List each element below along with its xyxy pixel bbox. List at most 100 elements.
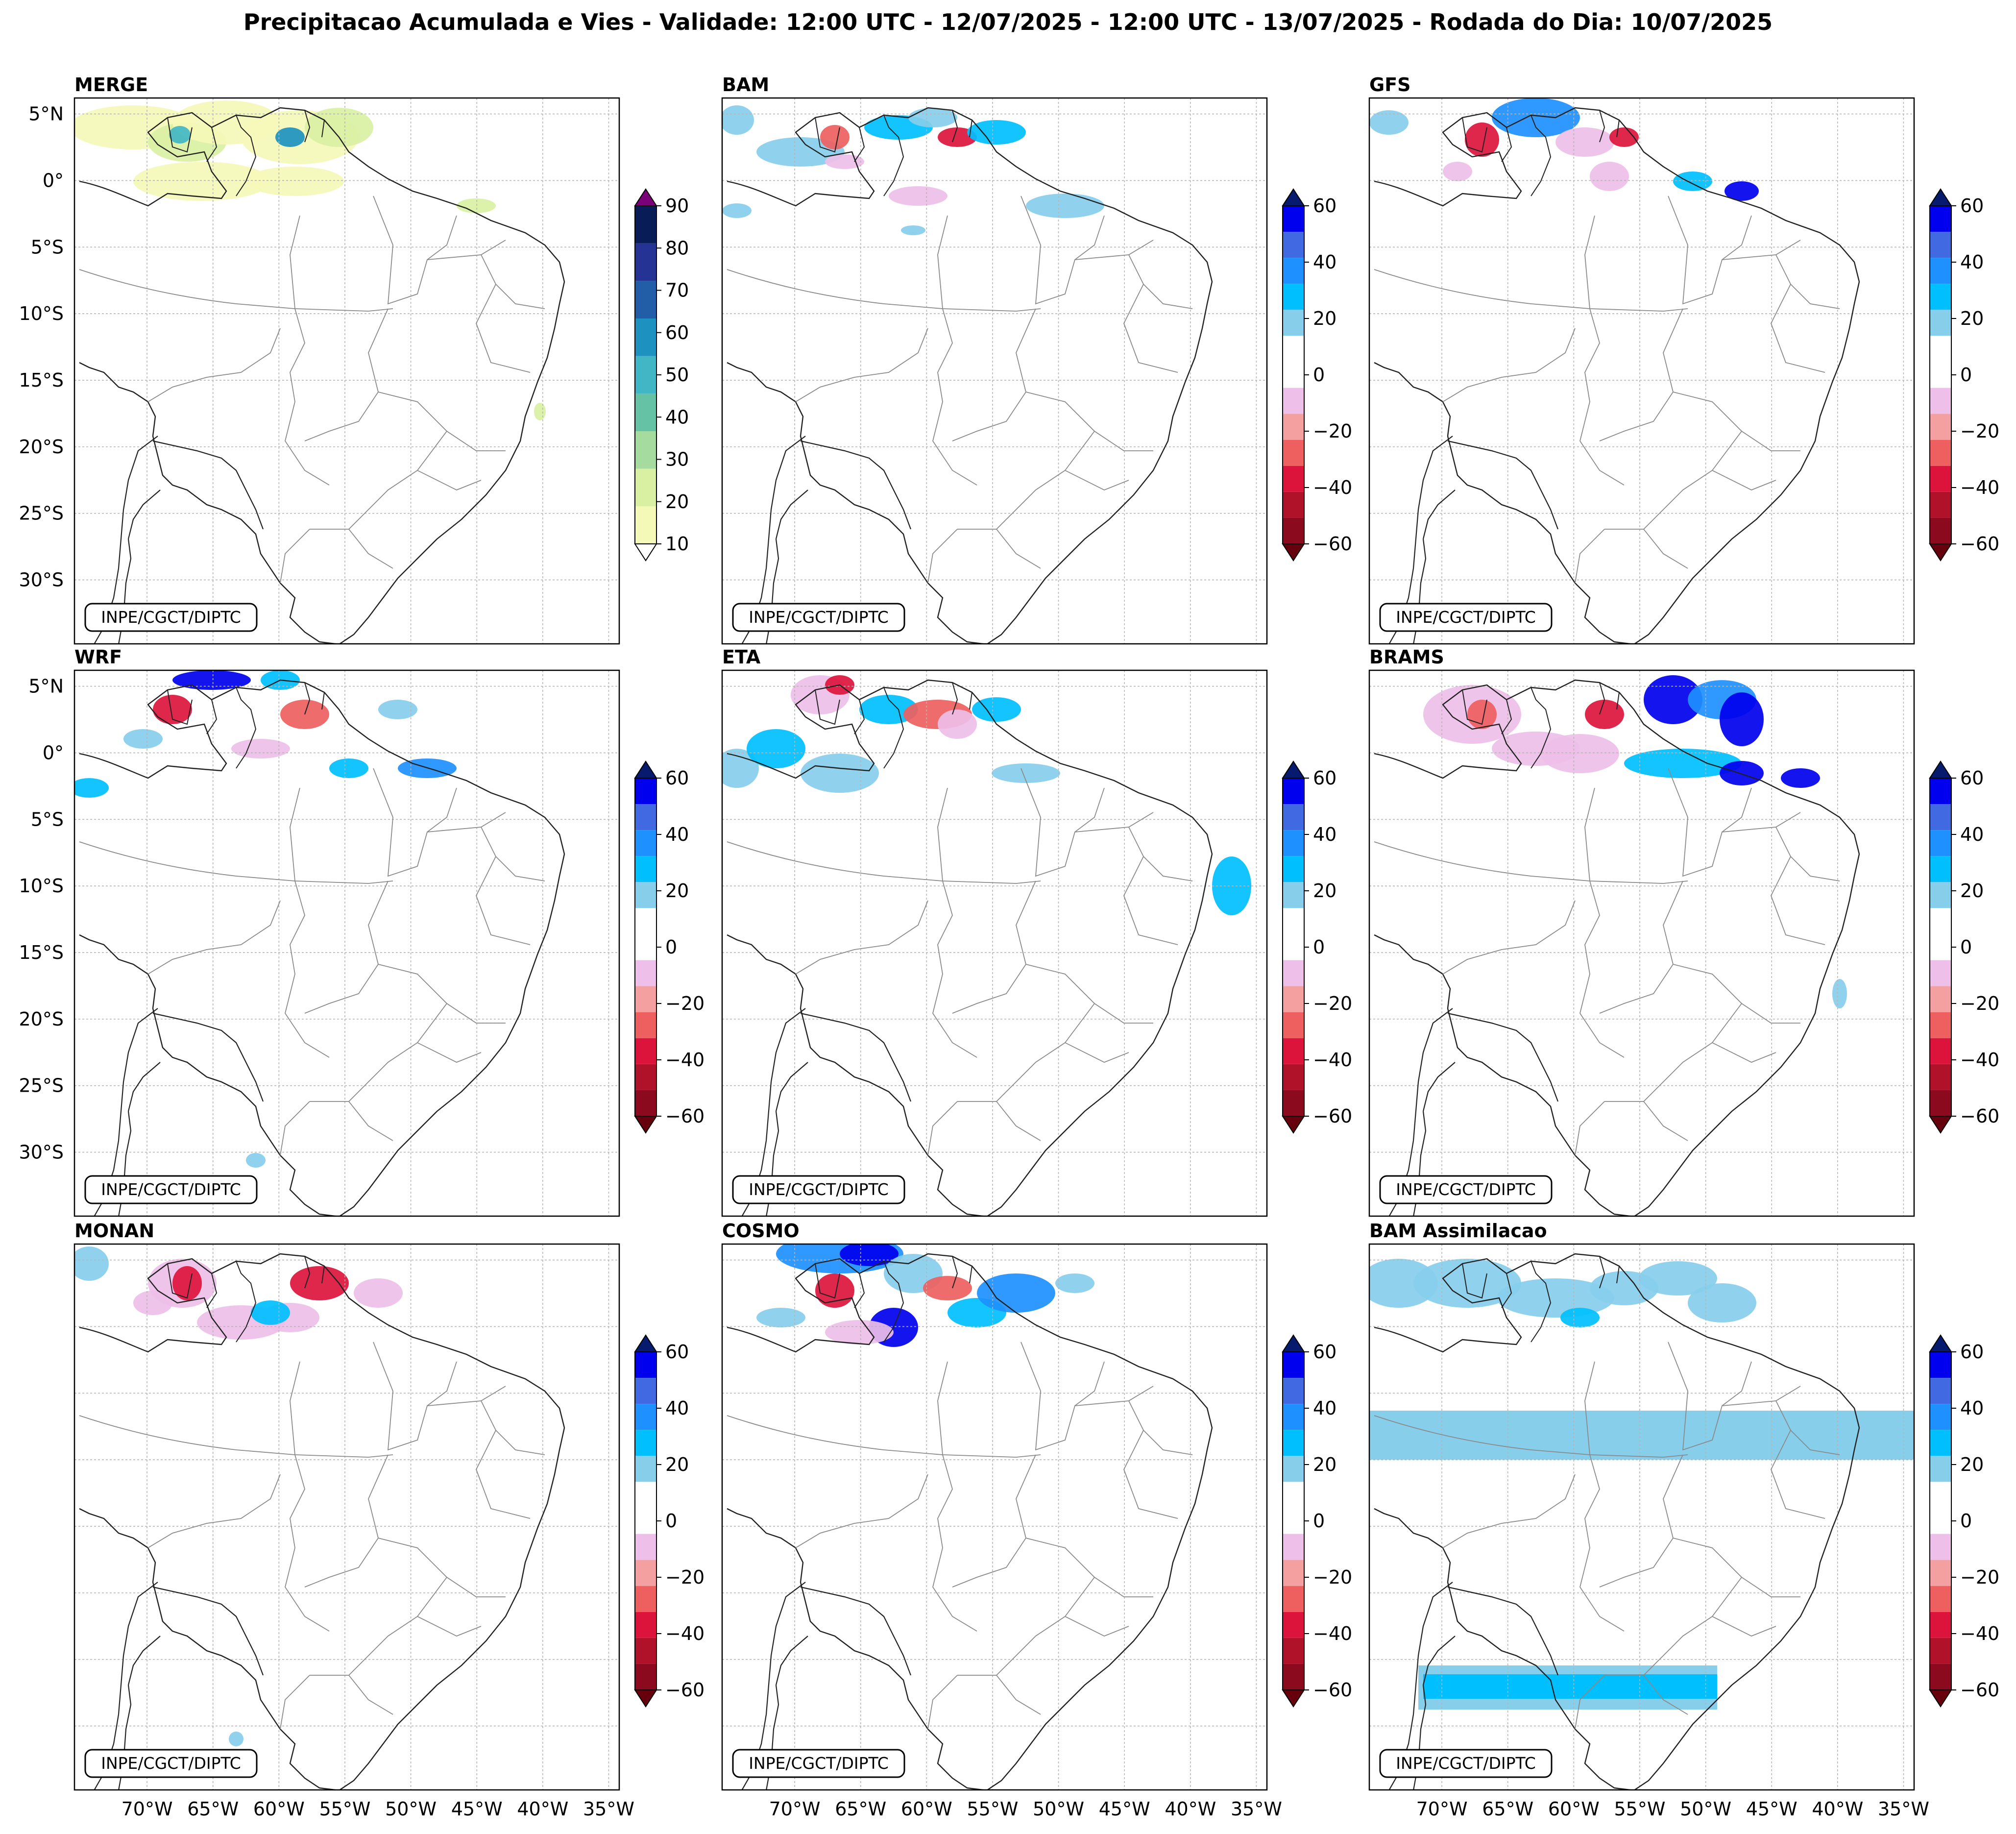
colorbar-segment <box>1283 517 1304 544</box>
field-patch <box>840 1244 899 1266</box>
colorbar-tick-label: 60 <box>1313 195 1336 217</box>
colorbar-tick-label: −20 <box>665 1566 704 1588</box>
colorbar-tick-label: −40 <box>1313 1049 1352 1071</box>
colorbar-segment <box>635 1456 656 1482</box>
credit-label: INPE/CGCT/DIPTC <box>749 1754 889 1773</box>
colorbar-segment <box>1930 804 1951 831</box>
panel-title: MERGE <box>74 74 148 96</box>
field-patch <box>825 1320 894 1345</box>
credit-box <box>732 603 905 632</box>
colorbar-segment <box>635 1012 656 1038</box>
colorbar-segment <box>635 986 656 1012</box>
colorbar-tick-label: 40 <box>665 406 689 428</box>
colorbar-segment <box>1283 1456 1304 1482</box>
colorbar-segment <box>1930 830 1951 856</box>
colorbar-tick-label: 0 <box>665 936 677 958</box>
colorbar-tick-label: −60 <box>1313 1679 1352 1701</box>
colorbar-segment <box>1283 934 1304 960</box>
field-patch <box>722 203 752 218</box>
panel-title: BAM Assimilacao <box>1369 1220 1547 1242</box>
field-patch <box>172 1266 202 1300</box>
colorbar-segment <box>1930 491 1951 518</box>
field-patch <box>1725 181 1759 201</box>
colorbar-segment <box>635 506 656 544</box>
colorbar-tick-label: −20 <box>1960 993 1999 1014</box>
colorbar-extend-top <box>634 1334 657 1352</box>
colorbar-segment <box>1283 1534 1304 1560</box>
field-patch <box>1555 127 1614 157</box>
colorbar-segment <box>635 1064 656 1090</box>
colorbar-tick-label: 0 <box>1313 364 1325 386</box>
field-patch <box>1644 675 1702 724</box>
colorbar-tick-label: 60 <box>665 322 689 343</box>
colorbar-tick-label: 20 <box>665 880 689 902</box>
map-panel-merge: MERGE INPE/CGCT/DIPTC 5°N 0° 5°S 10°S 15°S 20°S… <box>19 74 689 645</box>
colorbar-tick-label: 40 <box>1313 824 1336 845</box>
colorbar-segment <box>1283 1560 1304 1586</box>
colorbar-tick-label: −60 <box>1313 1105 1352 1127</box>
colorbar-tick-label: −40 <box>665 1623 704 1644</box>
lat-tick-label: 30°S <box>19 1142 64 1163</box>
field-patch <box>1688 1283 1756 1322</box>
colorbar-segment <box>1930 440 1951 466</box>
colorbar-segment <box>1930 1378 1951 1404</box>
colorbar-segment <box>635 468 656 507</box>
colorbar-segment <box>1283 336 1304 362</box>
field-patch <box>1413 1259 1521 1308</box>
credit-label: INPE/CGCT/DIPTC <box>749 1180 889 1199</box>
colorbar-segment <box>1283 830 1304 856</box>
colorbar-segment <box>1283 908 1304 934</box>
colorbar-tick-label: 20 <box>1313 880 1336 902</box>
map-panel-wrf: WRF INPE/CGCT/DIPTC 5°N 0° 5°S 10°S 15°S 20°S 25… <box>19 646 704 1217</box>
colorbar-segment <box>635 882 656 908</box>
credit-box <box>1379 603 1553 632</box>
credit-box <box>1379 1749 1553 1778</box>
colorbar-segment <box>1930 362 1951 388</box>
field-patch <box>354 1278 403 1308</box>
colorbar: 60 40 20 0 −20 −40 −60 <box>1282 1334 1352 1708</box>
colorbar-segment <box>635 1090 656 1116</box>
map-frame <box>721 669 1268 1217</box>
colorbar: 60 40 20 0 −20 −40 −60 <box>1929 188 1999 562</box>
colorbar-tick-label: −40 <box>1313 477 1352 498</box>
field-patch <box>133 162 270 201</box>
lon-tick-label: 40°W <box>1812 1798 1863 1820</box>
field-patch <box>1781 768 1820 788</box>
field-patch <box>923 1276 972 1300</box>
colorbar-segment <box>1930 465 1951 492</box>
panel-title: BRAMS <box>1369 646 1444 668</box>
colorbar-tick-label: 60 <box>1313 1341 1336 1363</box>
field-patch <box>275 127 305 147</box>
colorbar-extend-bottom <box>1929 1689 1952 1708</box>
colorbar-segment <box>1930 1663 1951 1690</box>
colorbar-tick-label: 60 <box>665 1341 689 1363</box>
lon-tick-label: 50°W <box>1033 1798 1084 1820</box>
lon-tick-label: 55°W <box>1614 1798 1665 1820</box>
lon-tick-label: 55°W <box>967 1798 1018 1820</box>
credit-box <box>84 1749 258 1778</box>
field-patch <box>901 225 925 235</box>
colorbar: 60 40 20 0 −20 −40 −60 <box>634 1334 704 1708</box>
field-patch <box>153 695 192 724</box>
colorbar-tick-label: 20 <box>1960 308 1984 329</box>
lon-tick-label: 45°W <box>1746 1798 1797 1820</box>
colorbar: 60 40 20 0 −20 −40 −60 <box>1282 760 1352 1134</box>
colorbar-tick-label: −60 <box>1960 1105 1999 1127</box>
colorbar-tick-label: 20 <box>1313 308 1336 329</box>
field-patch <box>231 739 290 758</box>
colorbar: 60 40 20 0 −20 −40 −60 <box>1282 188 1352 562</box>
field-patch <box>908 108 957 127</box>
colorbar-segment <box>635 856 656 882</box>
field-patch <box>967 120 1026 145</box>
field-patch <box>290 1266 349 1300</box>
colorbar-segment <box>1930 284 1951 310</box>
field-patch <box>1541 734 1619 773</box>
colorbar-tick-label: −60 <box>1960 1679 1999 1701</box>
colorbar-segment <box>635 1560 656 1586</box>
colorbar-tick-label: −60 <box>665 1679 704 1701</box>
lon-tick-label: 55°W <box>319 1798 370 1820</box>
colorbar-segment <box>1930 1012 1951 1038</box>
map-frame <box>1368 1243 1915 1791</box>
colorbar-segment <box>1930 388 1951 414</box>
